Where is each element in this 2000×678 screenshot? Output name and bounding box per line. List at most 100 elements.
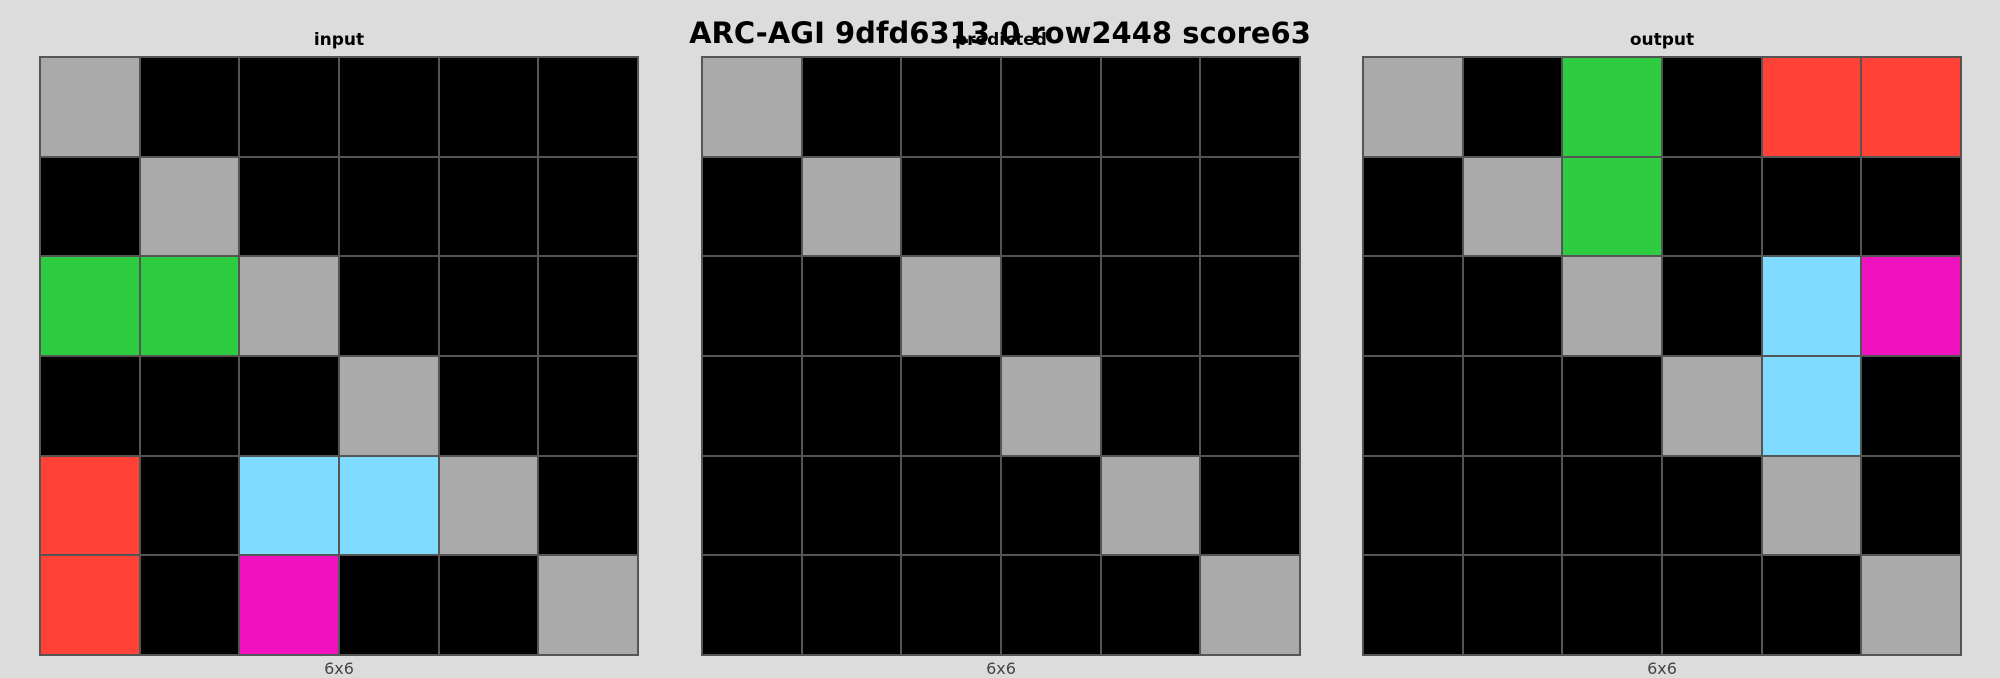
grid-cell	[1661, 455, 1762, 556]
grid-cell	[1661, 256, 1762, 356]
grid-cell	[1562, 455, 1662, 556]
grid-cell	[338, 57, 439, 157]
grid-cell	[801, 156, 902, 257]
grid-cell	[538, 555, 638, 655]
grid-cell	[1661, 555, 1762, 655]
grid-cell	[901, 455, 1001, 556]
grid-cell	[438, 156, 539, 257]
grid-cell	[1363, 555, 1463, 655]
output-label: output	[1629, 30, 1695, 50]
grid-cell	[438, 355, 539, 456]
grid-cell	[1861, 355, 1961, 456]
grid-cell	[901, 156, 1001, 257]
grid-cell	[1861, 555, 1961, 655]
grid-cell	[1761, 355, 1862, 456]
grid-cell	[438, 455, 539, 556]
grid-cell	[801, 57, 902, 157]
predicted-grid	[701, 56, 1301, 656]
grid-cell	[1100, 355, 1201, 456]
grid-cell	[139, 57, 240, 157]
grid-cell	[801, 555, 902, 655]
grid-cell	[1200, 156, 1300, 257]
grid-cell	[139, 156, 240, 257]
grid-cell	[1861, 455, 1961, 556]
grid-cell	[239, 555, 339, 655]
grid-cell	[538, 455, 638, 556]
grid-cell	[1000, 555, 1101, 655]
grid-cell	[538, 156, 638, 257]
grid-cell	[1100, 256, 1201, 356]
grid-cell	[139, 355, 240, 456]
grid-cell	[1200, 455, 1300, 556]
grid-cell	[901, 256, 1001, 356]
grid-cell	[239, 355, 339, 456]
output-grid	[1362, 56, 1962, 656]
grid-cell	[1761, 256, 1862, 356]
grid-cell	[40, 156, 140, 257]
grid-cell	[1562, 355, 1662, 456]
page-title: ARC-AGI 9dfd6313 0 row2448 score63	[689, 16, 1311, 50]
input-size-label: 6x6	[324, 659, 354, 678]
grid-cell	[1000, 156, 1101, 257]
grid-cell	[338, 156, 439, 257]
grid-cell	[1363, 156, 1463, 257]
grid-cell	[1861, 156, 1961, 257]
grid-cell	[1562, 555, 1662, 655]
grid-cell	[901, 57, 1001, 157]
grid-cell	[702, 455, 802, 556]
grid-cell	[139, 455, 240, 556]
grid-cell	[1000, 256, 1101, 356]
grid-cell	[1462, 355, 1563, 456]
grid-cell	[538, 57, 638, 157]
grid-cell	[1363, 256, 1463, 356]
grid-cell	[40, 355, 140, 456]
grid-cell	[538, 256, 638, 356]
grid-cell	[1861, 57, 1961, 157]
grid-cell	[1363, 355, 1463, 456]
grid-cell	[438, 256, 539, 356]
grid-cell	[1761, 57, 1862, 157]
grid-cell	[901, 355, 1001, 456]
grid-cell	[1000, 455, 1101, 556]
grid-cell	[1761, 455, 1862, 556]
predicted-label: predicted	[955, 30, 1047, 50]
grid-cell	[139, 555, 240, 655]
grid-cell	[139, 256, 240, 356]
grid-cell	[1562, 256, 1662, 356]
grid-cell	[1562, 156, 1662, 257]
grid-cell	[1200, 555, 1300, 655]
grid-cell	[338, 355, 439, 456]
grid-cell	[702, 57, 802, 157]
grid-cell	[1462, 256, 1563, 356]
grid-cell	[901, 555, 1001, 655]
grid-cell	[702, 156, 802, 257]
grid-cell	[239, 156, 339, 257]
predicted-size-label: 6x6	[986, 659, 1016, 678]
grid-cell	[1462, 555, 1563, 655]
grid-cell	[1100, 57, 1201, 157]
grid-cell	[801, 355, 902, 456]
grid-cell	[1761, 156, 1862, 257]
grid-cell	[1462, 455, 1563, 556]
grid-cell	[1861, 256, 1961, 356]
grid-cell	[1200, 57, 1300, 157]
grid-cell	[1363, 57, 1463, 157]
grid-cell	[538, 355, 638, 456]
grid-cell	[1661, 57, 1762, 157]
output-size-label: 6x6	[1647, 659, 1677, 678]
grid-cell	[40, 57, 140, 157]
grid-cell	[1661, 156, 1762, 257]
grid-cell	[40, 555, 140, 655]
grid-cell	[239, 57, 339, 157]
grid-cell	[338, 455, 439, 556]
grid-cell	[1363, 455, 1463, 556]
grid-cell	[40, 256, 140, 356]
grid-cell	[1000, 57, 1101, 157]
input-grid	[39, 56, 639, 656]
grid-cell	[40, 455, 140, 556]
grid-cell	[239, 256, 339, 356]
grid-cell	[338, 555, 439, 655]
grid-cell	[1100, 455, 1201, 556]
grid-cell	[1200, 355, 1300, 456]
input-label: input	[313, 30, 365, 50]
